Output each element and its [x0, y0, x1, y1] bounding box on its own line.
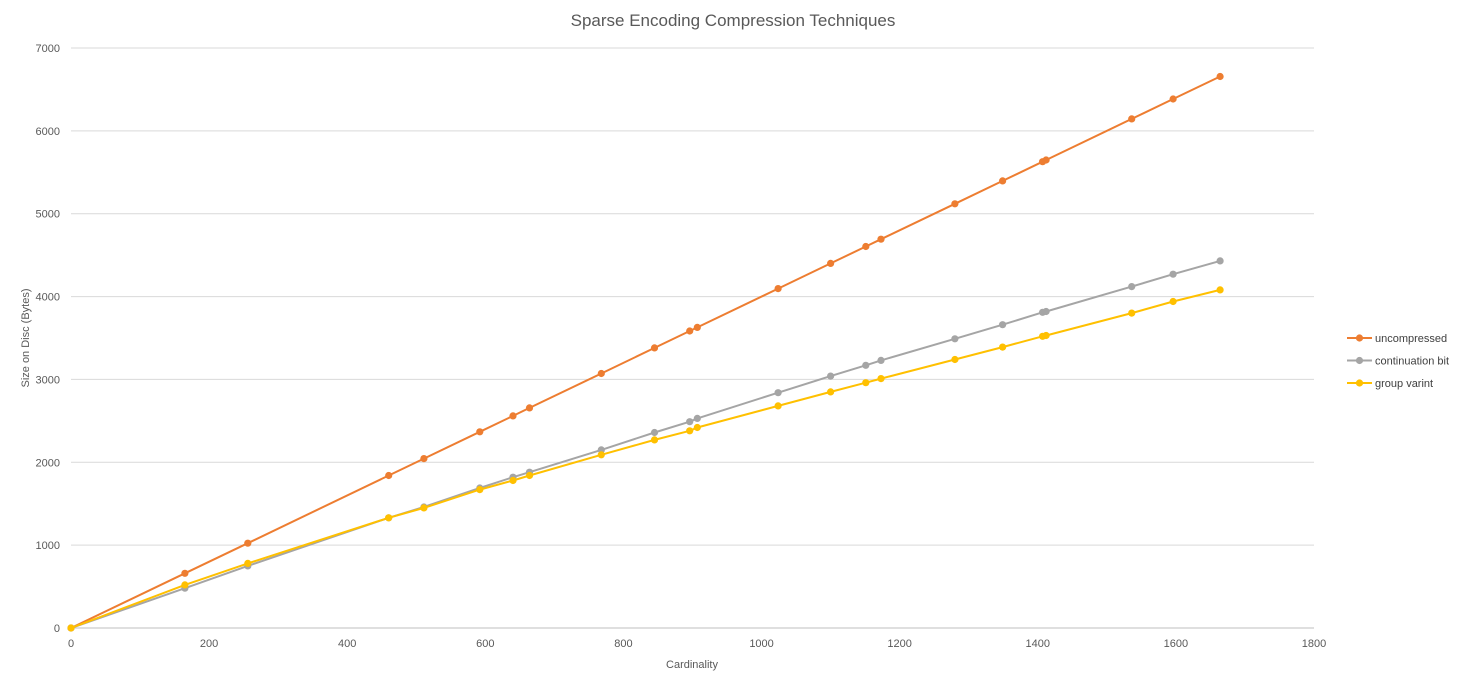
y-tick-label: 6000: [36, 126, 60, 138]
series-layer: [67, 72, 1224, 632]
data-point: [1169, 270, 1177, 278]
data-point: [597, 369, 605, 378]
data-point: [999, 343, 1007, 351]
data-point: [1216, 286, 1224, 294]
x-tick-label: 800: [614, 638, 632, 650]
legend: uncompressed continuation bit group varint: [1347, 333, 1449, 390]
x-tick-label: 200: [200, 638, 218, 650]
series-group-varint: [67, 286, 1224, 632]
series-line-group-varint: [70, 288, 1221, 629]
x-tick-label: 0: [68, 638, 74, 650]
data-point: [1216, 72, 1224, 81]
x-tick-label: 400: [338, 638, 356, 650]
x-tick-label: 1000: [749, 638, 773, 650]
y-tick-label: 2000: [36, 457, 60, 469]
x-tick-label: 1200: [887, 638, 911, 650]
data-point: [650, 428, 659, 437]
data-point: [774, 389, 782, 397]
data-point: [1042, 307, 1050, 316]
data-point: [1128, 283, 1136, 291]
legend-marker: [1355, 356, 1364, 365]
data-point: [827, 259, 835, 267]
x-axis-ticks: 0 200 400 600 800 1000 1200 1400 1600 1800: [68, 638, 1326, 650]
legend-item-group-varint: group varint: [1347, 378, 1433, 390]
legend-label: group varint: [1375, 378, 1433, 390]
legend-item-uncompressed: uncompressed: [1347, 333, 1447, 345]
data-point: [1216, 257, 1224, 265]
data-point: [650, 344, 659, 352]
data-point: [1169, 95, 1177, 103]
data-point: [693, 323, 701, 331]
data-point: [877, 235, 885, 243]
y-tick-label: 7000: [36, 43, 60, 55]
y-tick-label: 0: [54, 623, 60, 635]
gridlines: [71, 47, 1314, 546]
data-point: [693, 414, 701, 422]
data-point: [999, 321, 1007, 329]
data-point: [244, 539, 252, 547]
x-tick-label: 1800: [1302, 638, 1326, 650]
legend-marker: [1355, 334, 1364, 342]
data-point: [827, 372, 835, 380]
legend-label: uncompressed: [1375, 333, 1447, 345]
data-point: [862, 242, 870, 251]
data-point: [525, 404, 534, 412]
y-tick-label: 3000: [36, 374, 60, 386]
data-point: [244, 559, 252, 568]
data-point: [1169, 297, 1177, 306]
x-tick-label: 600: [476, 638, 494, 650]
x-axis-title: Cardinality: [666, 659, 718, 671]
series-uncompressed: [67, 72, 1224, 632]
data-point: [509, 476, 517, 485]
data-point: [686, 418, 694, 426]
data-point: [774, 402, 782, 410]
y-tick-label: 5000: [36, 209, 60, 221]
data-point: [181, 569, 189, 577]
data-point: [951, 200, 959, 208]
data-point: [420, 504, 428, 512]
data-point: [1042, 156, 1050, 164]
data-point: [686, 427, 694, 435]
chart-title: Sparse Encoding Compression Techniques: [571, 11, 896, 30]
data-point: [385, 471, 393, 480]
y-tick-label: 1000: [36, 540, 60, 552]
data-point: [827, 388, 835, 396]
data-point: [385, 514, 393, 522]
data-point: [476, 428, 484, 436]
legend-label: continuation bit: [1375, 356, 1449, 368]
data-point: [686, 327, 694, 335]
legend-item-continuation-bit: continuation bit: [1347, 356, 1449, 368]
data-point: [476, 486, 484, 494]
x-tick-label: 1600: [1164, 638, 1188, 650]
data-point: [862, 379, 870, 387]
data-point: [951, 355, 959, 364]
data-point: [1042, 331, 1050, 340]
data-point: [877, 356, 885, 364]
data-point: [999, 177, 1007, 185]
data-point: [67, 624, 75, 632]
y-tick-label: 4000: [36, 292, 60, 304]
series-continuation-bit: [67, 257, 1224, 632]
series-line-continuation-bit: [70, 259, 1221, 629]
data-point: [420, 455, 428, 463]
data-point: [1128, 115, 1136, 123]
data-point: [181, 581, 189, 589]
data-point: [774, 285, 782, 293]
y-axis-ticks: 0 1000 2000 3000 4000 5000 6000 7000: [36, 43, 60, 635]
data-point: [509, 412, 517, 420]
x-tick-label: 1400: [1026, 638, 1050, 650]
data-point: [877, 375, 885, 383]
data-point: [525, 471, 534, 480]
data-point: [862, 361, 870, 369]
data-point: [597, 451, 605, 459]
legend-marker: [1355, 379, 1364, 387]
data-point: [951, 335, 959, 343]
data-point: [693, 423, 701, 432]
data-point: [1128, 309, 1136, 317]
y-axis-title: Size on Disc (Bytes): [20, 288, 32, 387]
data-point: [650, 436, 659, 444]
